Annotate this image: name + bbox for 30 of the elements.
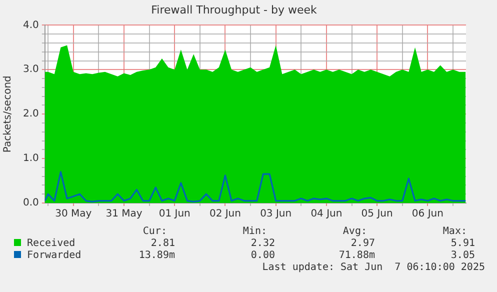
x-tick-label: 02 Jun xyxy=(209,208,241,220)
y-axis-title: Packets/second xyxy=(2,76,14,153)
x-tick-label: 03 Jun xyxy=(260,208,292,220)
text: Max: xyxy=(442,226,467,237)
y-tick-label: 3.0 xyxy=(22,64,39,76)
text: 2.81 xyxy=(150,238,175,249)
legend-label: Forwarded xyxy=(26,250,82,261)
text: Avg: xyxy=(342,226,367,237)
x-tick-label: 30 May xyxy=(55,208,92,220)
text: 2.97 xyxy=(350,238,375,249)
x-tick-label: 01 Jun xyxy=(158,208,190,220)
y-tick-label: 2.0 xyxy=(22,108,39,120)
text: Cur: xyxy=(142,226,167,237)
x-tick-label: 31 May xyxy=(106,208,142,220)
text: 5.91 xyxy=(450,238,475,249)
chart-title: Firewall Throughput - by week xyxy=(151,3,318,16)
text: 13.89m xyxy=(138,250,175,261)
text: 0.00 xyxy=(250,250,275,261)
text: Min: xyxy=(242,226,267,237)
text: 3.05 xyxy=(450,250,475,261)
y-tick-label: 4.0 xyxy=(22,20,39,31)
legend-label: Received xyxy=(26,238,76,249)
text: Last update: Sat Jun 7 06:10:00 2025 xyxy=(262,262,485,273)
text: 71.88m xyxy=(338,250,375,261)
y-tick-label: 1.0 xyxy=(22,153,39,164)
text: 2.32 xyxy=(250,238,275,249)
x-tick-label: 05 Jun xyxy=(361,208,393,220)
y-tick-label: 0.0 xyxy=(22,198,39,209)
x-tick-label: 06 Jun xyxy=(412,208,444,220)
x-tick-label: 04 Jun xyxy=(310,208,342,220)
